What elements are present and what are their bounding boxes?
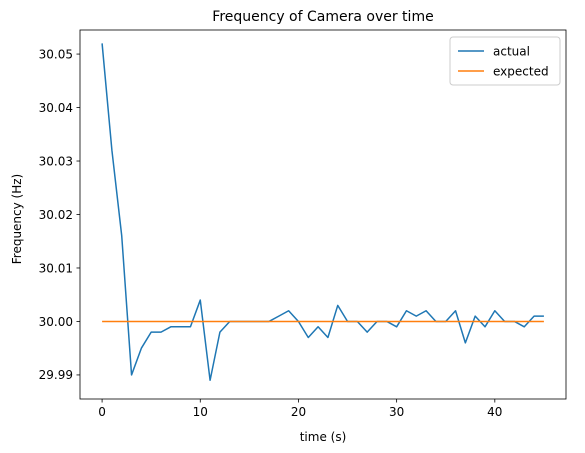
x-tick-label: 0 <box>98 405 106 419</box>
y-tick-label: 30.00 <box>39 315 73 329</box>
x-axis-ticks: 0 10 20 30 40 <box>98 399 502 419</box>
x-tick-label: 20 <box>291 405 306 419</box>
series-layer <box>101 43 544 382</box>
x-tick-label: 40 <box>487 405 502 419</box>
x-tick-label: 10 <box>193 405 208 419</box>
y-tick-label: 30.01 <box>39 261 73 275</box>
y-tick-label: 30.03 <box>39 154 73 168</box>
y-tick-label: 30.04 <box>39 101 73 115</box>
y-axis-label: Frequency (Hz) <box>10 174 24 265</box>
y-tick-label: 29.99 <box>39 368 73 382</box>
y-tick-label: 30.05 <box>39 47 73 61</box>
x-tick-label: 30 <box>389 405 404 419</box>
series-line-actual <box>101 43 544 382</box>
y-axis-ticks: 29.99 30.00 30.01 30.02 30.03 30.04 30.05 <box>39 47 80 382</box>
y-tick-label: 30.02 <box>39 208 73 222</box>
x-axis-label: time (s) <box>300 430 347 444</box>
legend-label-actual: actual <box>493 44 530 58</box>
chart-title: Frequency of Camera over time <box>212 9 433 25</box>
legend-label-expected: expected <box>493 64 549 78</box>
legend-box <box>449 36 561 86</box>
legend: actual expected <box>449 36 561 86</box>
